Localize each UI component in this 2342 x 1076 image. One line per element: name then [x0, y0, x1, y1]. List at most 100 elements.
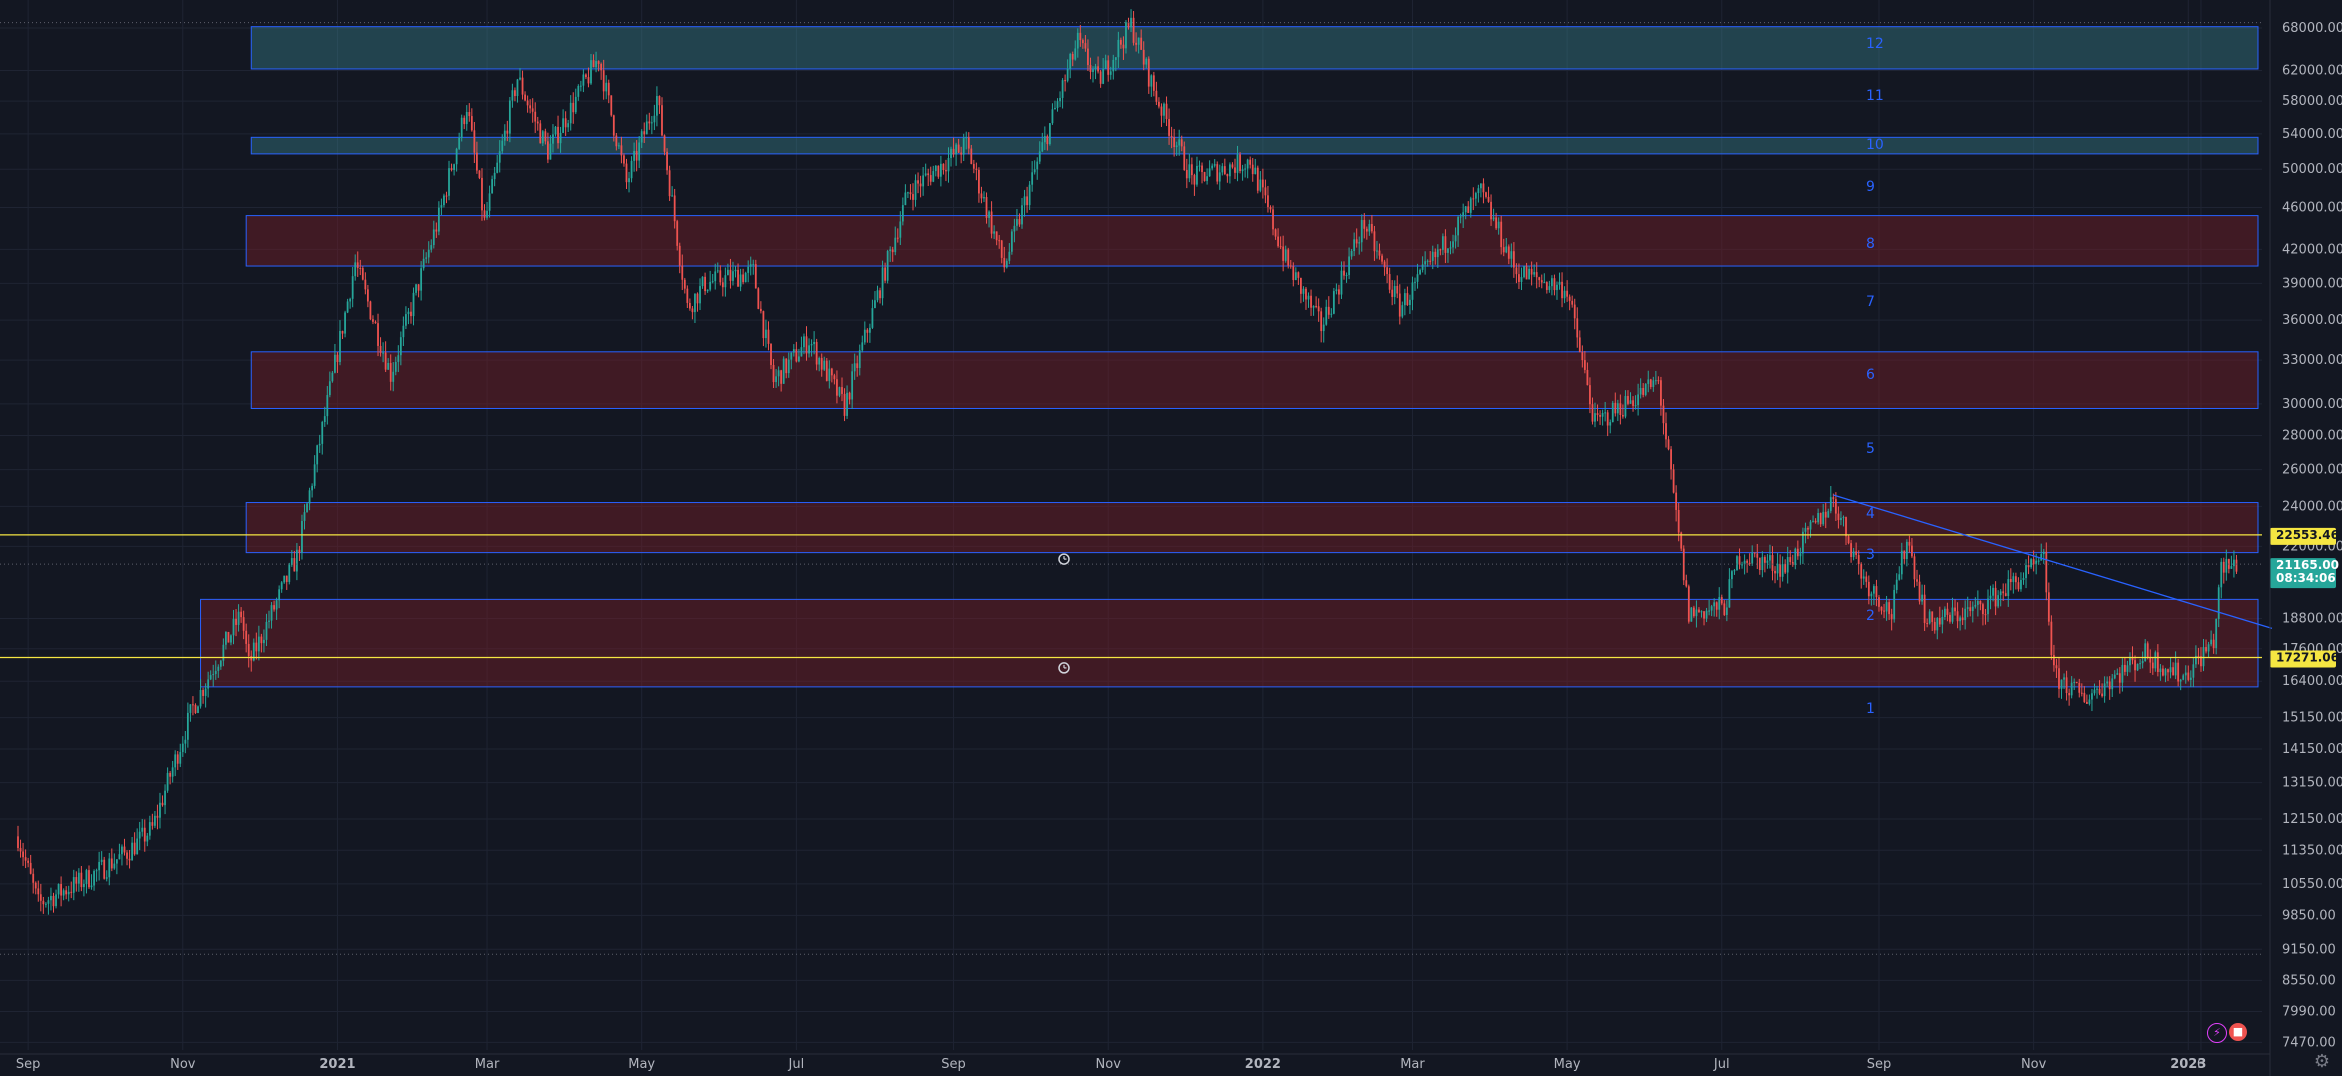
candle-body	[2063, 677, 2065, 680]
settings-gear-icon[interactable]: ⚙	[2313, 1051, 2331, 1072]
candle-body	[384, 352, 387, 370]
candle-body	[1396, 285, 1399, 294]
candle-body	[270, 605, 273, 621]
candle-body	[754, 264, 757, 289]
zone-red-4[interactable]	[245, 502, 2259, 554]
candle-body	[34, 882, 37, 889]
candle-body	[1619, 403, 1622, 415]
zone-red-3[interactable]	[250, 351, 2259, 409]
alarm-clock-icon[interactable]	[1058, 662, 1070, 674]
candle-body	[207, 679, 210, 689]
candle-body	[430, 245, 433, 250]
candle-body	[686, 288, 689, 303]
candle-body	[914, 180, 917, 200]
candle-body	[478, 170, 481, 178]
candle-body	[2101, 693, 2103, 697]
candle-body	[1558, 281, 1561, 285]
candle-body	[1520, 277, 1523, 282]
candle-body	[1292, 266, 1295, 281]
candle-body	[990, 211, 993, 234]
trendline[interactable]	[1833, 494, 2273, 630]
candle-body	[625, 163, 628, 183]
candle-body	[247, 643, 250, 656]
candle-body	[1548, 286, 1551, 290]
us-flag-icon[interactable]: ■	[2229, 1023, 2247, 1041]
candle-body	[1999, 591, 2002, 596]
candle-body	[1540, 280, 1543, 283]
candle-body	[1175, 145, 1178, 148]
candle-body	[366, 289, 369, 302]
candle-body	[947, 158, 950, 172]
candle-body	[1416, 274, 1419, 282]
candle-body	[912, 194, 914, 200]
candle-body	[1959, 617, 1962, 622]
candle-body	[587, 77, 590, 84]
candle-body	[222, 644, 225, 661]
candle-body	[146, 835, 149, 842]
candle-body	[828, 368, 831, 381]
candle-body	[767, 329, 770, 344]
candle-body	[164, 790, 166, 806]
candle-body	[529, 105, 532, 109]
candle-body	[1994, 587, 1997, 607]
candle-body	[1682, 548, 1685, 581]
candle-body	[77, 872, 80, 884]
candle-body	[813, 341, 816, 345]
candle-body	[2053, 655, 2055, 666]
zone-red-2[interactable]	[245, 215, 2259, 267]
candle-body	[1005, 260, 1008, 268]
candle-body	[1515, 267, 1518, 275]
candle-body	[1061, 80, 1064, 98]
price-tick-label: 54000.00	[2282, 127, 2342, 142]
lightning-icon[interactable]: ⚡	[2207, 1023, 2227, 1043]
candle-body	[1880, 606, 1883, 611]
candle-body	[1675, 492, 1678, 510]
zone-level-label: 7	[1866, 294, 1875, 310]
candle-body	[1776, 563, 1779, 574]
candle-body	[2020, 579, 2022, 590]
zone-blue-1[interactable]	[250, 136, 2259, 155]
candle-body	[1670, 449, 1672, 470]
price-tick-label: 42000.00	[2282, 242, 2342, 257]
zone-level-label: 10	[1866, 137, 1884, 153]
candle-body	[1997, 595, 2000, 607]
candle-body	[397, 355, 400, 362]
zone-blue-0[interactable]	[250, 26, 2259, 70]
candle-body	[331, 372, 334, 382]
zone-red-5[interactable]	[200, 598, 2259, 688]
candle-body	[476, 152, 478, 171]
candle-body	[93, 871, 95, 886]
candle-body	[729, 269, 732, 281]
candle-body	[1216, 164, 1219, 182]
candle-body	[1492, 217, 1495, 220]
candle-body	[1041, 142, 1044, 152]
candle-body	[1211, 165, 1214, 169]
candle-body	[610, 95, 613, 116]
candle-body	[975, 168, 978, 170]
candle-body	[1003, 257, 1006, 268]
candle-body	[1089, 65, 1092, 73]
candle-body	[894, 237, 897, 253]
candle-body	[1551, 278, 1553, 287]
candle-body	[1660, 380, 1662, 406]
candle-body	[2172, 667, 2174, 676]
candle-body	[1599, 415, 1601, 417]
alarm-clock-icon[interactable]	[1058, 553, 1070, 565]
candle-body	[1819, 513, 1822, 525]
candle-body	[2045, 551, 2048, 593]
candle-body	[1142, 49, 1145, 65]
candle-body	[1586, 369, 1589, 386]
candle-body	[658, 96, 661, 106]
candle-body	[995, 231, 998, 241]
candle-body	[554, 126, 557, 135]
candle-body	[255, 642, 258, 652]
candle-body	[202, 689, 204, 696]
candle-body	[361, 268, 364, 280]
candle-body	[1046, 135, 1049, 145]
candle-body	[2146, 643, 2149, 658]
candle-body	[1137, 37, 1140, 45]
candle-body	[204, 688, 207, 696]
candle-body	[1485, 192, 1487, 197]
